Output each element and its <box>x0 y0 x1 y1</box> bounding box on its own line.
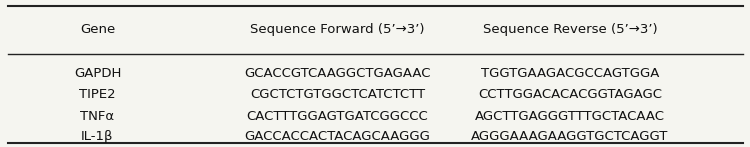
Text: IL-1β: IL-1β <box>81 130 114 143</box>
Text: Sequence Reverse (5’→3’): Sequence Reverse (5’→3’) <box>483 23 657 36</box>
Text: AGCTTGAGGGTTTGCTACAAC: AGCTTGAGGGTTTGCTACAAC <box>475 110 665 123</box>
Text: CACTTTGGAGTGATCGGCCC: CACTTTGGAGTGATCGGCCC <box>247 110 428 123</box>
Text: TNFα: TNFα <box>80 110 115 123</box>
Text: Sequence Forward (5’→3’): Sequence Forward (5’→3’) <box>251 23 424 36</box>
Text: TIPE2: TIPE2 <box>80 88 116 101</box>
Text: CGCTCTGTGGCTCATCTCTT: CGCTCTGTGGCTCATCTCTT <box>250 88 425 101</box>
Text: GACCACCACTACAGCAAGGG: GACCACCACTACAGCAAGGG <box>244 130 430 143</box>
Text: AGGGAAAGAAGGTGCTCAGGT: AGGGAAAGAAGGTGCTCAGGT <box>471 130 669 143</box>
Text: GAPDH: GAPDH <box>74 67 122 80</box>
Text: TGGTGAAGACGCCAGTGGA: TGGTGAAGACGCCAGTGGA <box>481 67 659 80</box>
Text: Gene: Gene <box>80 23 116 36</box>
Text: CCTTGGACACACGGTAGAGC: CCTTGGACACACGGTAGAGC <box>478 88 662 101</box>
Text: GCACCGTCAAGGCTGAGAAC: GCACCGTCAAGGCTGAGAAC <box>244 67 430 80</box>
